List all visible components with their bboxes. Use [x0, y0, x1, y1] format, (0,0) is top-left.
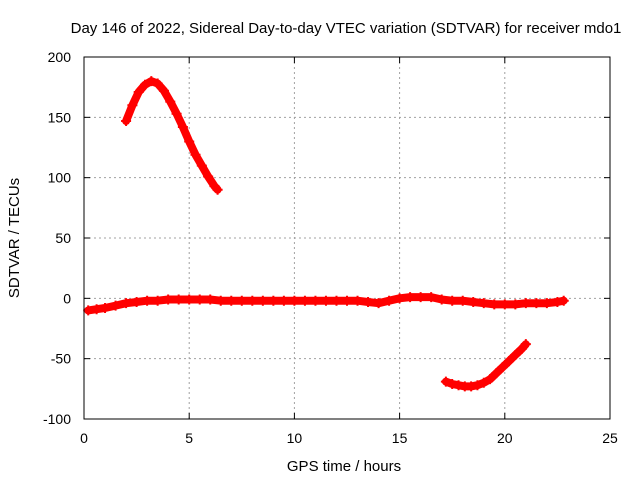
- data-point: [310, 295, 321, 306]
- y-tick-label: 50: [55, 230, 71, 246]
- y-tick-label: -100: [43, 411, 71, 427]
- data-point: [215, 295, 226, 306]
- data-point: [184, 294, 195, 305]
- data-point: [171, 108, 182, 119]
- data-point: [447, 379, 458, 390]
- data-point: [278, 295, 289, 306]
- x-tick-label: 10: [287, 430, 303, 446]
- y-tick-label: -50: [51, 351, 71, 367]
- data-point: [110, 300, 121, 311]
- x-tick-label: 15: [392, 430, 408, 446]
- data-point: [558, 295, 569, 306]
- data-point: [363, 296, 374, 307]
- data-point: [426, 292, 437, 303]
- y-tick-label: 100: [48, 170, 72, 186]
- data-point: [320, 295, 331, 306]
- x-tick-label: 0: [80, 430, 88, 446]
- data-point: [468, 296, 479, 307]
- data-point: [520, 339, 531, 350]
- data-point: [100, 302, 111, 313]
- data-point: [299, 295, 310, 306]
- data-point: [472, 380, 483, 391]
- data-point: [83, 305, 94, 316]
- data-point: [504, 356, 515, 367]
- x-tick-label: 20: [497, 430, 513, 446]
- data-point: [520, 298, 531, 309]
- x-axis-label: GPS time / hours: [287, 458, 401, 475]
- data-point: [158, 85, 169, 96]
- x-tick-label: 5: [185, 430, 193, 446]
- data-point: [453, 380, 464, 391]
- data-point: [457, 295, 468, 306]
- data-point: [131, 296, 142, 307]
- grid-lines: [84, 57, 610, 419]
- data-point: [184, 136, 195, 147]
- data-point: [531, 298, 542, 309]
- data-point: [91, 304, 102, 315]
- data-point: [247, 295, 258, 306]
- axis-ticks: [83, 56, 611, 420]
- data-point: [194, 294, 205, 305]
- data-point: [289, 295, 300, 306]
- data-point: [331, 295, 342, 306]
- tick-labels: 0 5 10 15 20 25 -100 -50 0 50 100 150 200: [43, 49, 618, 446]
- data-point: [342, 295, 352, 306]
- data-point: [352, 295, 363, 306]
- data-point: [491, 368, 502, 379]
- data-point: [152, 295, 163, 306]
- chart-title: Day 146 of 2022, Sidereal Day-to-day VTE…: [71, 20, 622, 37]
- data-point: [447, 295, 458, 306]
- data-point: [203, 171, 214, 182]
- data-point: [140, 79, 151, 90]
- x-tick-label: 25: [602, 430, 618, 446]
- data-point: [510, 350, 521, 361]
- data-point: [510, 299, 521, 310]
- data-point: [236, 295, 247, 306]
- data-point: [177, 121, 188, 132]
- data-point: [196, 160, 207, 171]
- data-point: [173, 294, 184, 305]
- data-point: [489, 299, 500, 310]
- data-point: [190, 149, 201, 160]
- data-point: [205, 294, 216, 305]
- data-point: [541, 298, 552, 309]
- data-point: [152, 78, 163, 89]
- y-axis-label: SDTVAR / TECUs: [6, 178, 23, 298]
- data-point: [384, 295, 395, 306]
- y-tick-label: 0: [63, 290, 71, 306]
- data-point: [415, 292, 426, 303]
- data-point: [440, 376, 451, 387]
- data-point: [133, 86, 144, 97]
- data-point: [257, 295, 268, 306]
- data-point: [121, 298, 132, 309]
- data-point: [121, 115, 132, 126]
- data-point: [212, 184, 223, 195]
- data-point: [497, 362, 508, 373]
- data-point: [466, 381, 477, 392]
- data-point: [165, 96, 176, 107]
- data-point: [436, 294, 447, 305]
- plot-frame: [83, 56, 611, 420]
- data-point: [478, 377, 489, 388]
- data-point: [499, 299, 510, 310]
- y-tick-label: 200: [48, 49, 72, 65]
- data-point: [226, 295, 237, 306]
- data-point: [485, 374, 496, 385]
- data-point: [268, 295, 279, 306]
- data-series: [83, 76, 569, 392]
- data-point: [373, 298, 384, 309]
- y-tick-label: 150: [48, 109, 72, 125]
- data-point: [478, 298, 489, 309]
- data-point: [163, 294, 174, 305]
- series-arc-1: [122, 77, 222, 194]
- data-point: [127, 100, 138, 111]
- data-point: [552, 296, 563, 307]
- data-point: [405, 292, 416, 303]
- data-point: [146, 76, 157, 87]
- data-point: [142, 295, 153, 306]
- data-point: [394, 293, 405, 304]
